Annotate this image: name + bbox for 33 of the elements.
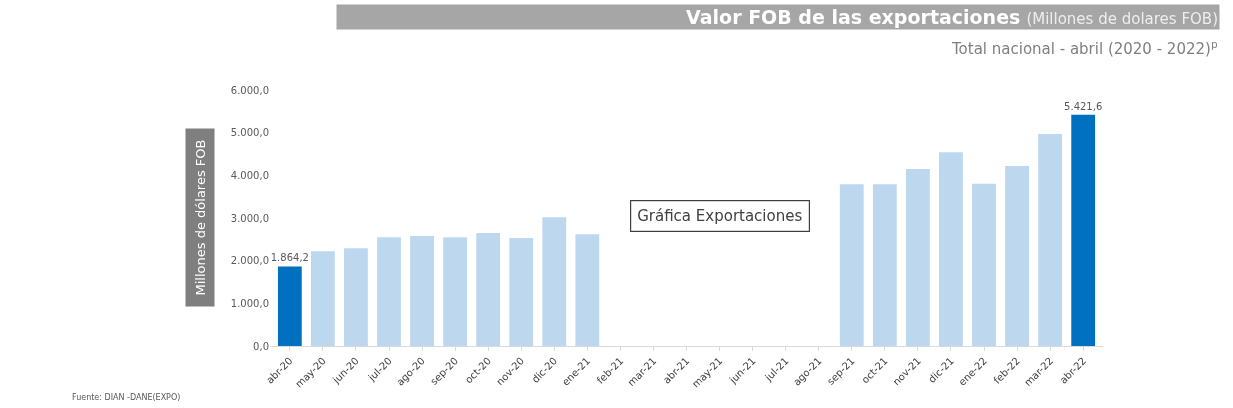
bar (972, 183, 996, 346)
bar (872, 184, 897, 346)
bar (443, 237, 468, 346)
y-tick-label: 0,0 (253, 340, 269, 352)
y-tick-label: 6.000,0 (230, 84, 269, 96)
data-label: 1.864,2 (270, 252, 309, 264)
y-tick-label: 2.000,0 (230, 255, 269, 267)
bar (277, 266, 302, 346)
bar (839, 184, 864, 346)
bar (1038, 133, 1063, 346)
annotation: Gráfica Exportaciones (637, 207, 803, 226)
data-label: 5.421,6 (1064, 100, 1103, 112)
y-tick-label: 4.000,0 (230, 169, 269, 181)
bar (310, 251, 335, 346)
chart-title: Valor FOB de las exportaciones (686, 6, 1021, 28)
text: Total nacional - abril (2020 - 2022)$^{p}$ (951, 38, 1218, 59)
chart-subtitle: (Millones de dolares FOB) (1026, 10, 1218, 28)
bar (410, 235, 434, 346)
bar (905, 168, 930, 346)
source-note: Fuente: DIAN -DANE(EXPO) (72, 393, 181, 402)
y-axis-title: Millones de dólares FOB (192, 139, 208, 296)
bar (1071, 114, 1096, 346)
y-tick-label: 1.000,0 (230, 297, 269, 309)
y-tick-label: 5.000,0 (230, 127, 269, 139)
bar (575, 234, 600, 346)
y-tick-label: 3.000,0 (230, 212, 269, 224)
bar (542, 217, 567, 346)
bar (1005, 165, 1029, 346)
bar (377, 237, 401, 346)
bar (344, 248, 368, 346)
bar (476, 232, 501, 346)
bar (939, 152, 963, 346)
bar (509, 238, 534, 346)
